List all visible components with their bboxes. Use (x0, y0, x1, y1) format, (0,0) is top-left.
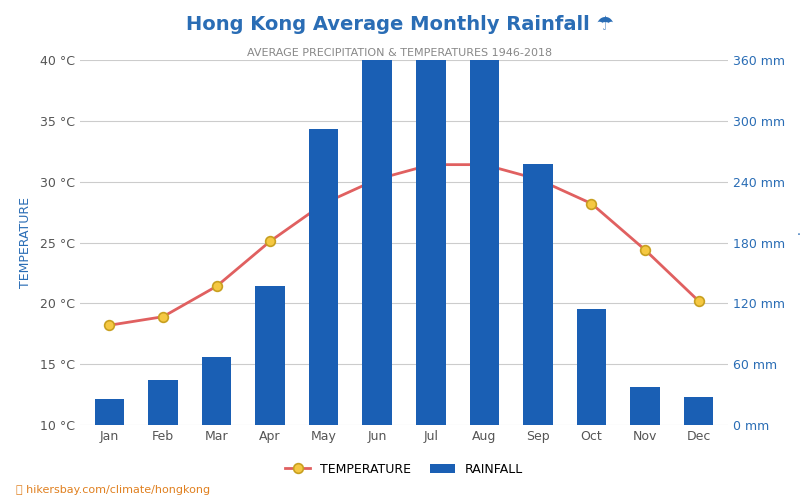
Y-axis label: Precipitation: Precipitation (796, 204, 800, 282)
Bar (577, 310, 606, 425)
Y-axis label: TEMPERATURE: TEMPERATURE (19, 197, 32, 288)
Legend: TEMPERATURE, RAINFALL: TEMPERATURE, RAINFALL (280, 458, 528, 481)
Bar (470, 28, 499, 425)
Bar (684, 396, 714, 425)
Bar (309, 129, 338, 425)
Bar (148, 380, 178, 425)
Bar (630, 388, 660, 425)
Bar (416, 38, 446, 425)
Bar (94, 398, 124, 425)
Text: 📍 hikersbay.com/climate/hongkong: 📍 hikersbay.com/climate/hongkong (16, 485, 210, 495)
Bar (202, 357, 231, 425)
Text: AVERAGE PRECIPITATION & TEMPERATURES 1946-2018: AVERAGE PRECIPITATION & TEMPERATURES 194… (247, 48, 553, 58)
Bar (362, 26, 392, 425)
Bar (523, 164, 553, 425)
Bar (255, 286, 285, 425)
Text: Hong Kong Average Monthly Rainfall ☂: Hong Kong Average Monthly Rainfall ☂ (186, 15, 614, 34)
